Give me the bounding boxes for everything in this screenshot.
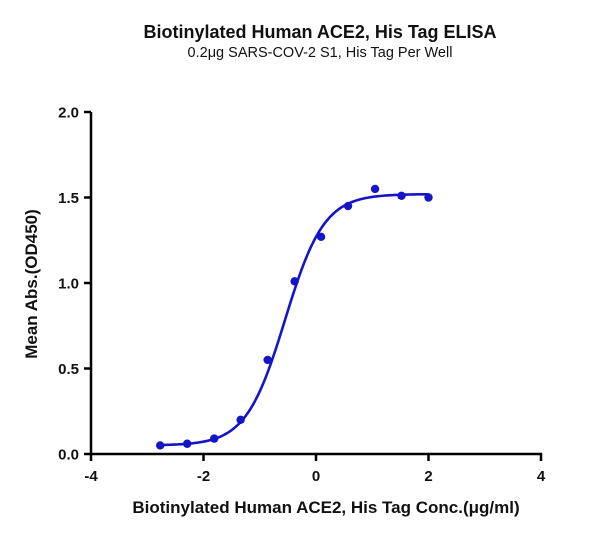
- y-tick-label: 1.0: [58, 276, 79, 293]
- y-tick-label: 0.0: [58, 447, 79, 464]
- fit-curve: [160, 192, 429, 447]
- data-point: [424, 193, 433, 202]
- data-point: [316, 232, 326, 242]
- data-point: [397, 191, 406, 200]
- chart-title: Biotinylated Human ACE2, His Tag ELISA: [143, 22, 497, 42]
- data-point: [290, 277, 299, 286]
- x-tick-label: -4: [84, 468, 98, 485]
- x-axis-label: Biotinylated Human ACE2, His Tag Conc.(μ…: [132, 498, 520, 517]
- y-tick-label: 1.5: [58, 190, 79, 207]
- data-point: [263, 355, 272, 365]
- y-tick-label: 2.0: [58, 105, 79, 122]
- data-point: [209, 434, 219, 443]
- chart-subtitle: 0.2μg SARS-COV-2 S1, His Tag Per Well: [187, 45, 453, 61]
- x-tick-label: 0: [312, 468, 320, 485]
- x-tick-label: -2: [197, 468, 210, 485]
- x-tick-label: 2: [424, 468, 432, 485]
- x-tick-label: 4: [537, 468, 546, 485]
- data-point: [182, 439, 192, 448]
- data-point: [343, 201, 353, 211]
- data-point: [236, 415, 245, 424]
- y-tick-label: 0.5: [58, 361, 79, 378]
- data-point: [370, 184, 380, 194]
- data-point: [155, 441, 165, 450]
